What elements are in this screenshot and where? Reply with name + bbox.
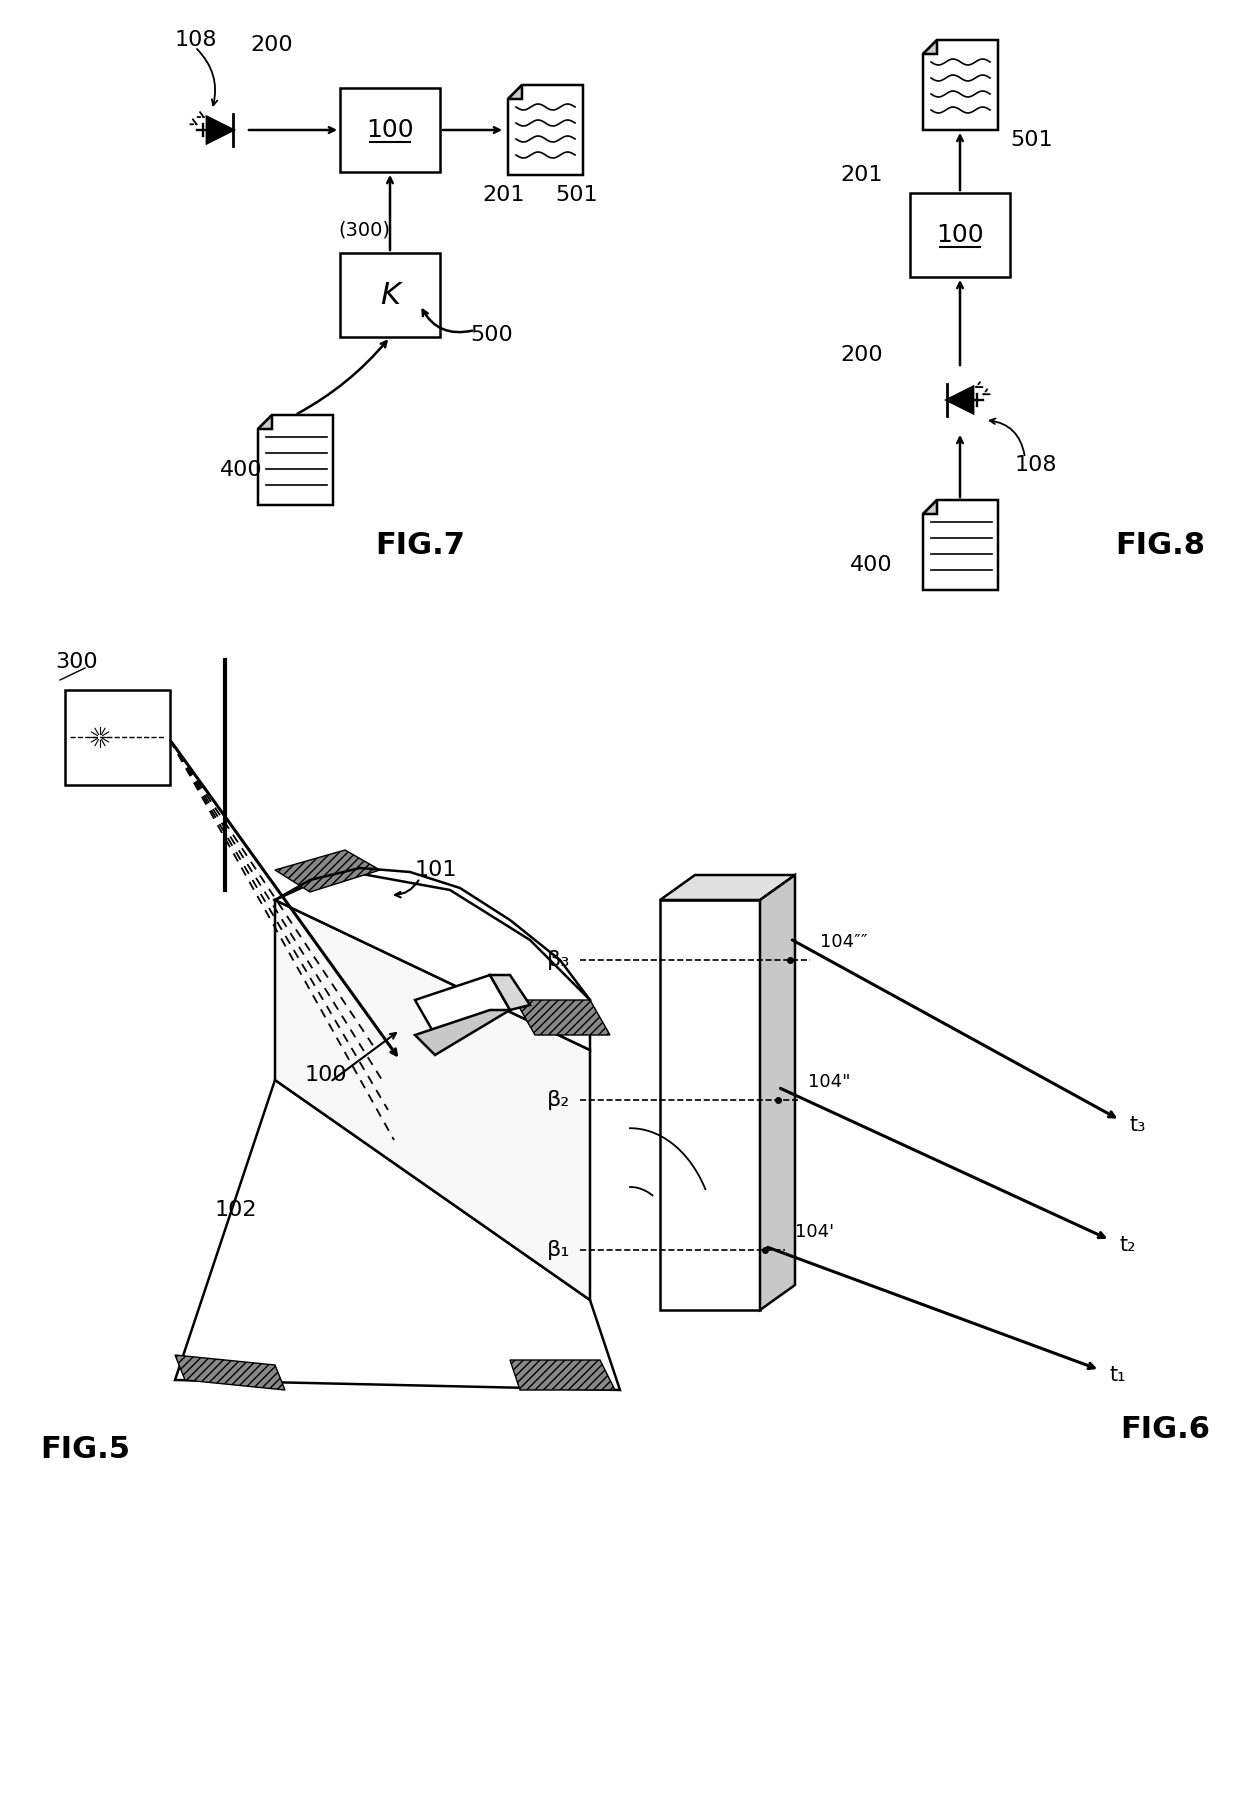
Text: (300): (300) (339, 220, 391, 240)
Polygon shape (508, 85, 522, 100)
Bar (340, 87, 440, 173)
Text: 104": 104" (808, 1073, 851, 1091)
Text: K: K (379, 280, 401, 309)
Text: 501: 501 (1011, 131, 1053, 151)
Polygon shape (508, 85, 583, 174)
Text: 400: 400 (849, 556, 893, 576)
Polygon shape (175, 1355, 285, 1389)
Polygon shape (258, 416, 272, 429)
Polygon shape (923, 40, 998, 131)
Text: β₂: β₂ (547, 1090, 570, 1110)
Text: 104': 104' (795, 1222, 835, 1240)
Polygon shape (923, 499, 937, 514)
Text: 104″″: 104″″ (820, 933, 868, 952)
Text: 100: 100 (305, 1064, 347, 1084)
Text: 108: 108 (1016, 456, 1058, 476)
Text: 201: 201 (839, 165, 883, 185)
Text: FIG.6: FIG.6 (1120, 1415, 1210, 1444)
Polygon shape (923, 499, 998, 590)
Bar (660, 901, 760, 1309)
Polygon shape (660, 875, 795, 901)
Polygon shape (275, 901, 590, 1300)
Text: 300: 300 (55, 652, 98, 672)
Text: t₃: t₃ (1130, 1115, 1146, 1135)
Polygon shape (415, 1010, 510, 1055)
Polygon shape (275, 850, 379, 892)
Polygon shape (175, 1081, 620, 1389)
Text: β₁: β₁ (547, 1240, 570, 1260)
Text: β₃: β₃ (547, 950, 570, 970)
Text: 200: 200 (839, 345, 883, 365)
Text: 200: 200 (250, 35, 293, 54)
Bar (910, 192, 1011, 278)
Text: t₂: t₂ (1120, 1235, 1137, 1255)
Polygon shape (947, 387, 973, 412)
Text: 101: 101 (415, 861, 458, 881)
Text: 500: 500 (470, 325, 513, 345)
Polygon shape (258, 416, 334, 505)
Polygon shape (510, 1360, 615, 1389)
Text: 102: 102 (215, 1200, 258, 1220)
Text: FIG.5: FIG.5 (40, 1435, 130, 1464)
Polygon shape (760, 875, 795, 1309)
Polygon shape (275, 870, 590, 1050)
Text: 108: 108 (175, 31, 217, 51)
Text: 400: 400 (219, 459, 263, 479)
Polygon shape (515, 1001, 610, 1035)
Bar (340, 252, 440, 338)
Text: FIG.8: FIG.8 (1115, 530, 1205, 559)
Text: 100: 100 (936, 223, 983, 247)
Polygon shape (923, 40, 937, 54)
Bar (64, 690, 170, 785)
Polygon shape (490, 975, 529, 1010)
Text: t₁: t₁ (1110, 1366, 1126, 1386)
Polygon shape (415, 975, 510, 1035)
Text: 100: 100 (366, 118, 414, 142)
Text: 201: 201 (482, 185, 525, 205)
Polygon shape (207, 116, 233, 143)
Text: 501: 501 (556, 185, 598, 205)
Text: FIG.7: FIG.7 (374, 530, 465, 559)
